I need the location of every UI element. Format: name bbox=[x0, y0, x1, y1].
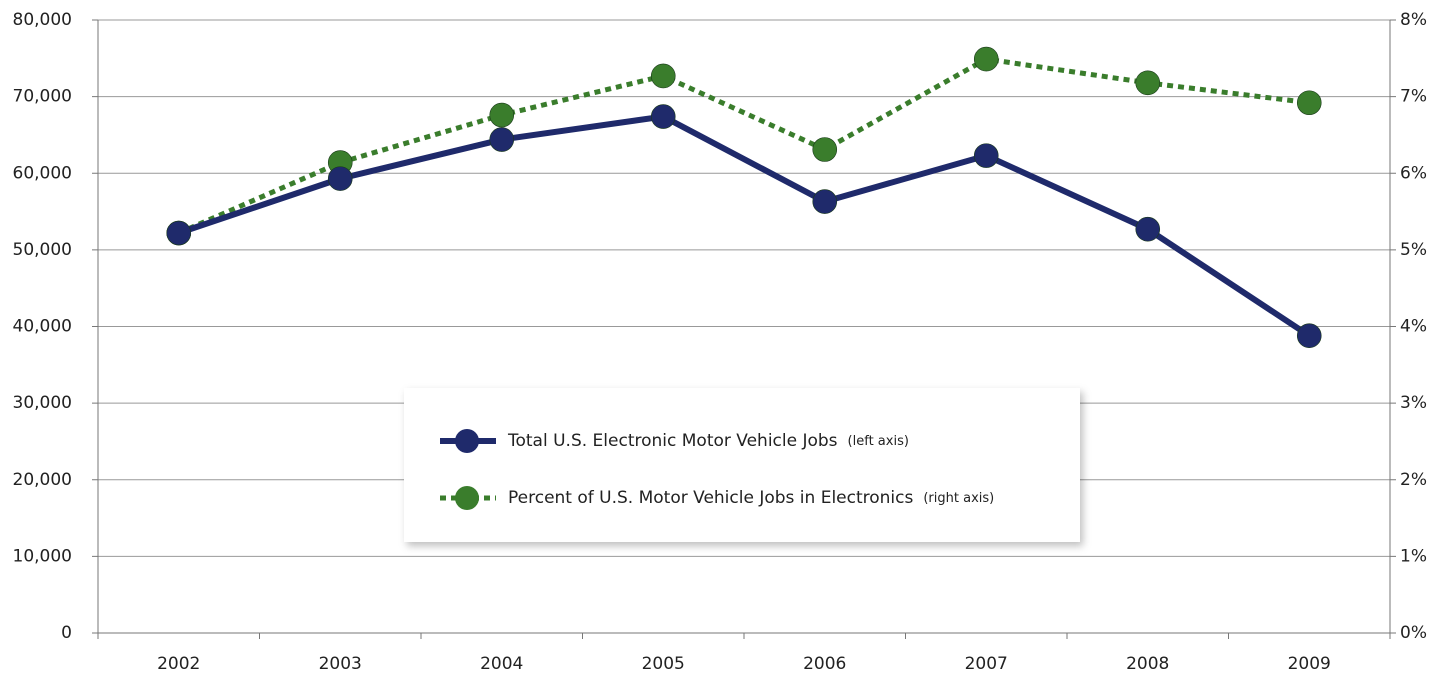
marker bbox=[1296, 90, 1322, 116]
y-tick-label: 60,000 bbox=[13, 163, 72, 183]
y2-tick-label: 4% bbox=[1400, 317, 1427, 337]
y2-tick-label: 1% bbox=[1400, 546, 1427, 566]
y-tick-label: 30,000 bbox=[13, 393, 72, 413]
x-tick-label: 2003 bbox=[319, 654, 362, 674]
legend-marker bbox=[455, 486, 479, 510]
y2-tick-label: 6% bbox=[1400, 163, 1427, 183]
y2-tick-label: 7% bbox=[1400, 87, 1427, 107]
y2-tick-label: 8% bbox=[1400, 10, 1427, 30]
legend-marker bbox=[455, 429, 479, 453]
marker bbox=[812, 189, 838, 214]
legend-label: Total U.S. Electronic Motor Vehicle Jobs… bbox=[507, 431, 909, 451]
marker bbox=[327, 166, 353, 191]
legend-box bbox=[404, 388, 1080, 542]
x-tick-label: 2004 bbox=[480, 654, 523, 674]
x-tick-label: 2008 bbox=[1126, 654, 1169, 674]
marker bbox=[650, 104, 676, 129]
marker bbox=[812, 137, 838, 162]
y-tick-label: 50,000 bbox=[13, 240, 72, 260]
y2-tick-label: 3% bbox=[1400, 393, 1427, 413]
marker bbox=[166, 220, 192, 246]
marker bbox=[973, 46, 999, 72]
marker bbox=[489, 102, 515, 128]
marker bbox=[650, 63, 676, 89]
x-tick-label: 2005 bbox=[642, 654, 685, 674]
y-tick-label: 20,000 bbox=[13, 470, 72, 490]
x-tick-label: 2007 bbox=[965, 654, 1008, 674]
y-tick-label: 0 bbox=[61, 623, 72, 643]
series-line bbox=[177, 113, 1311, 339]
x-tick-label: 2009 bbox=[1288, 654, 1331, 674]
y2-tick-label: 2% bbox=[1400, 470, 1427, 490]
legend-axis-note: (left axis) bbox=[848, 434, 909, 449]
legend-label: Percent of U.S. Motor Vehicle Jobs in El… bbox=[508, 488, 994, 508]
y2-tick-label: 0% bbox=[1400, 623, 1427, 643]
x-tick-label: 2002 bbox=[157, 654, 200, 674]
y-tick-label: 40,000 bbox=[13, 317, 72, 337]
marker bbox=[973, 143, 999, 168]
y-tick-label: 70,000 bbox=[13, 87, 72, 107]
marker bbox=[1135, 216, 1161, 242]
series-line bbox=[177, 56, 1310, 236]
y-tick-label: 80,000 bbox=[13, 10, 72, 30]
x-tick-label: 2006 bbox=[803, 654, 846, 674]
legend-name: Total U.S. Electronic Motor Vehicle Jobs bbox=[507, 431, 838, 451]
marker bbox=[1296, 323, 1322, 348]
y2-tick-label: 5% bbox=[1400, 240, 1427, 260]
legend-axis-note: (right axis) bbox=[923, 491, 994, 506]
marker bbox=[1135, 70, 1161, 96]
legend-name: Percent of U.S. Motor Vehicle Jobs in El… bbox=[508, 488, 913, 508]
y-tick-label: 10,000 bbox=[13, 546, 72, 566]
marker bbox=[489, 127, 515, 152]
